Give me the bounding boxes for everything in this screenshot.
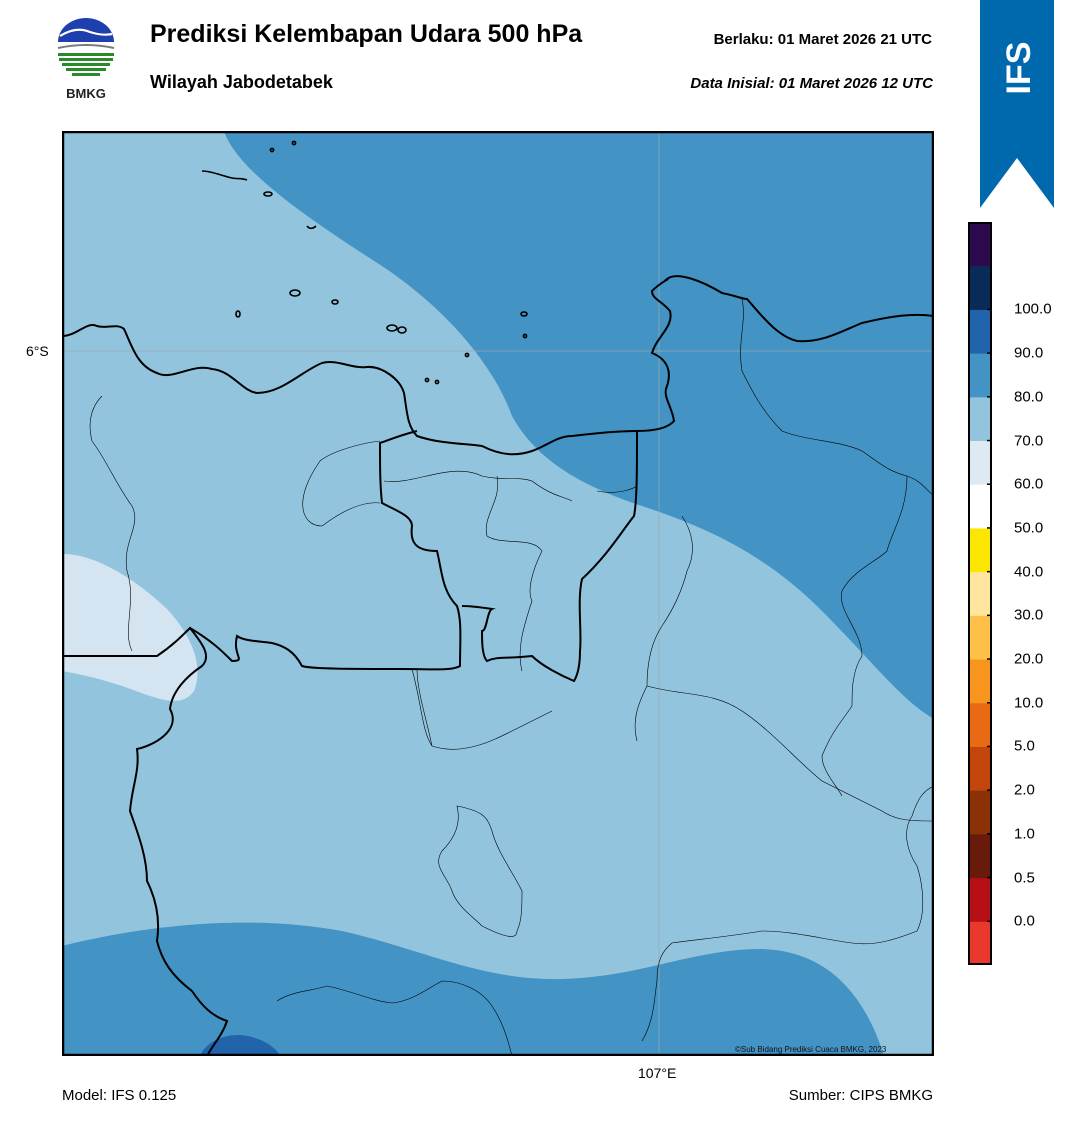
map-frame xyxy=(62,131,934,1056)
humidity-map xyxy=(62,131,934,1056)
colorbar-label: 0.0 xyxy=(1014,912,1035,930)
colorbar-frame xyxy=(968,222,992,965)
province-boundary-west xyxy=(62,626,229,1056)
map-credit: ©Sub Bidang Prediksi Cuaca BMKG, 2023 xyxy=(735,1045,887,1054)
colorbar-segment xyxy=(968,396,992,442)
humidity-zone-70-80-north xyxy=(224,131,934,719)
colorbar-label: 50.0 xyxy=(1014,519,1044,537)
bmkg-logo: BMKG xyxy=(57,18,115,101)
source-label: Sumber: CIPS BMKG xyxy=(788,1087,933,1104)
regency-boundaries xyxy=(89,298,934,1056)
valid-time: Berlaku: 01 Maret 2026 21 UTC xyxy=(713,31,932,48)
island-chain xyxy=(201,140,528,385)
colorbar-segment xyxy=(968,877,992,922)
colorbar-segment xyxy=(968,921,992,965)
colorbar-segment xyxy=(968,833,992,879)
colorbar-label: 2.0 xyxy=(1014,781,1035,799)
colorbar-segment xyxy=(968,571,992,616)
colorbar-label: 1.0 xyxy=(1014,825,1035,843)
colorbar-segment xyxy=(968,702,992,747)
colorbar-label: 30.0 xyxy=(1014,606,1044,624)
colorbar-segment xyxy=(968,265,992,310)
colorbar-segment xyxy=(968,527,992,573)
initial-time: Data Inisial: 01 Maret 2026 12 UTC xyxy=(690,75,933,92)
ifs-ribbon-text: IFS xyxy=(1000,42,1038,95)
colorbar-label: 20.0 xyxy=(1014,650,1044,668)
colorbar-segment xyxy=(968,790,992,835)
model-label: Model: IFS 0.125 xyxy=(62,1087,177,1104)
colorbar-label: 90.0 xyxy=(1014,344,1044,362)
colorbar-label: 10.0 xyxy=(1014,694,1044,712)
longitude-label: 107°E xyxy=(638,1065,677,1081)
colorbar xyxy=(968,222,992,965)
colorbar-segment xyxy=(968,746,992,791)
region-subtitle: Wilayah Jabodetabek xyxy=(150,72,333,92)
colorbar-label: 70.0 xyxy=(1014,432,1044,450)
page-title: Prediksi Kelembapan Udara 500 hPa xyxy=(150,20,583,48)
colorbar-segment xyxy=(968,484,992,529)
colorbar-label: 80.0 xyxy=(1014,388,1044,406)
humidity-zone-80-90 xyxy=(200,1035,280,1056)
colorbar-label: 40.0 xyxy=(1014,563,1044,581)
bmkg-logo-text: BMKG xyxy=(66,86,106,101)
colorbar-segment xyxy=(968,309,992,354)
colorbar-segment xyxy=(968,615,992,660)
colorbar-segment xyxy=(968,222,992,267)
colorbar-label: 0.5 xyxy=(1014,869,1035,887)
colorbar-segment xyxy=(968,353,992,398)
ifs-ribbon: IFS xyxy=(980,0,1054,208)
colorbar-label: 100.0 xyxy=(1014,300,1052,318)
coastline xyxy=(62,275,934,456)
colorbar-label: 5.0 xyxy=(1014,737,1035,755)
colorbar-segment xyxy=(968,440,992,485)
province-boundary-jabodetabek xyxy=(189,430,462,671)
latitude-label: 6°S xyxy=(26,343,49,359)
colorbar-label: 60.0 xyxy=(1014,475,1044,493)
province-boundary-east xyxy=(461,430,638,683)
colorbar-segment xyxy=(968,659,992,704)
humidity-zone-50-60 xyxy=(62,553,198,701)
